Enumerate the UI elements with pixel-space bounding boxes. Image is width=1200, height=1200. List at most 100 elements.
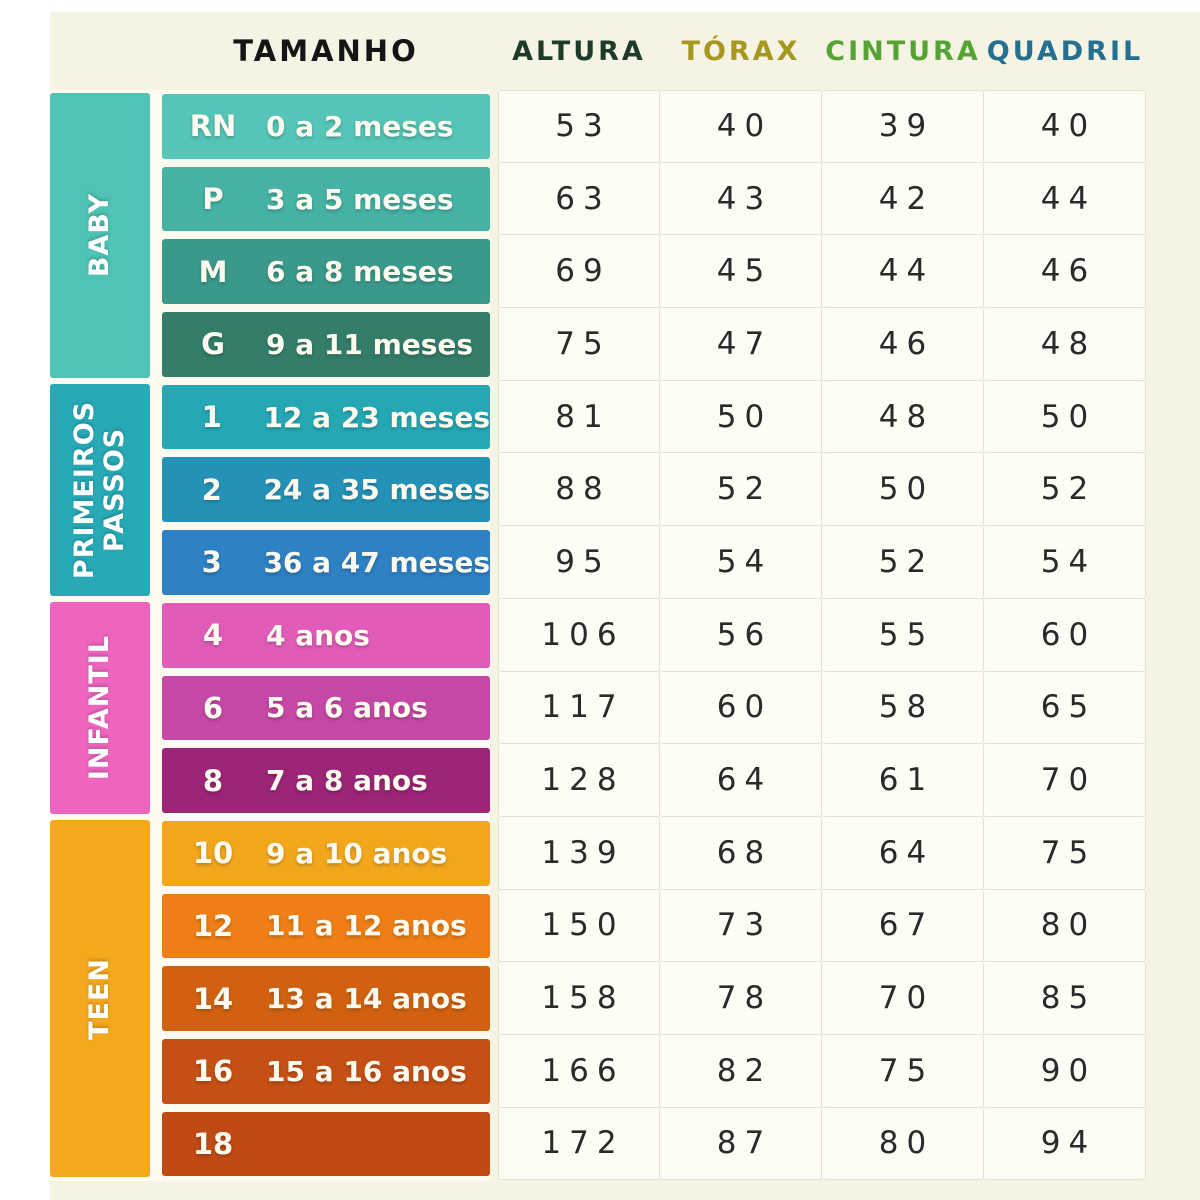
size-row-bar: 8 7 a 8 anos xyxy=(162,748,490,813)
header-cintura: CINTURA xyxy=(825,35,981,67)
age-range: 5 a 6 anos xyxy=(266,691,428,725)
group-label-teen: TEEN xyxy=(83,957,115,1040)
cell-torax: 54 xyxy=(660,526,822,599)
age-range: 12 a 23 meses xyxy=(263,400,490,434)
cell-cintura: 48 xyxy=(822,380,984,454)
size-row-bar: 16 15 a 16 anos xyxy=(162,1038,490,1104)
cell-cintura: 50 xyxy=(822,453,984,527)
cell-quadril: 52 xyxy=(984,453,1146,527)
age-range: 36 a 47 meses xyxy=(263,545,490,579)
size-label: 1 xyxy=(201,400,222,435)
left-margin xyxy=(0,0,50,1200)
cell-quadril: 85 xyxy=(984,962,1146,1035)
size-row-bar: P 3 a 5 meses xyxy=(162,166,490,232)
age-range: 24 a 35 meses xyxy=(263,473,490,507)
cell-torax: 64 xyxy=(660,744,822,817)
size-row-bar: G 9 a 11 meses xyxy=(162,312,490,377)
size-row-bar: 2 24 a 35 meses xyxy=(162,457,490,523)
cell-quadril: 70 xyxy=(984,744,1146,817)
size-table: BABY RN 0 a 2 meses 53 40 39 40 P 3 a 5 mes… xyxy=(50,90,1146,1181)
cell-torax: 52 xyxy=(660,453,822,527)
header-tamanho: TAMANHO xyxy=(233,34,419,68)
cell-quadril: 46 xyxy=(984,235,1146,309)
header-torax: TÓRAX xyxy=(681,35,801,67)
cell-quadril: 54 xyxy=(984,526,1146,599)
cell-altura: 166 xyxy=(498,1034,660,1108)
group-bar-teen: TEEN xyxy=(50,819,150,1178)
size-row-bar: M 6 a 8 meses xyxy=(162,239,490,305)
group-label-primeiros-passos: PRIMEIROS PASSOS xyxy=(68,400,130,579)
cell-torax: 56 xyxy=(660,598,822,672)
cell-cintura: 58 xyxy=(822,671,984,745)
cell-torax: 87 xyxy=(660,1107,822,1181)
cell-cintura: 75 xyxy=(822,1034,984,1108)
group-bar-infantil: INFANTIL xyxy=(50,601,150,814)
size-row-bar: 18 xyxy=(162,1111,490,1177)
age-range: 0 a 2 meses xyxy=(266,109,454,143)
size-label: 3 xyxy=(201,545,222,580)
table-header: TAMANHO ALTURA TÓRAX CINTURA QUADRIL xyxy=(0,12,1200,90)
cell-cintura: 44 xyxy=(822,235,984,309)
age-range: 11 a 12 anos xyxy=(266,909,467,943)
cell-quadril: 44 xyxy=(984,162,1146,236)
cell-cintura: 52 xyxy=(822,526,984,599)
group-bar-primeiros-passos: PRIMEIROS PASSOS xyxy=(50,383,150,596)
cell-quadril: 94 xyxy=(984,1107,1146,1181)
cell-torax: 50 xyxy=(660,380,822,454)
cell-altura: 106 xyxy=(498,598,660,672)
size-row-bar: 12 11 a 12 anos xyxy=(162,893,490,959)
size-row-bar: 14 13 a 14 anos xyxy=(162,966,490,1031)
size-label: 6 xyxy=(202,690,224,725)
cell-torax: 47 xyxy=(660,308,822,381)
cell-altura: 150 xyxy=(498,889,660,963)
size-label: 2 xyxy=(201,472,222,507)
cell-torax: 82 xyxy=(660,1034,822,1108)
top-margin xyxy=(0,0,1200,12)
cell-torax: 43 xyxy=(660,162,822,236)
age-range: 6 a 8 meses xyxy=(266,255,454,289)
size-row-bar: 3 36 a 47 meses xyxy=(162,530,490,595)
cell-altura: 158 xyxy=(498,962,660,1035)
cell-cintura: 67 xyxy=(822,889,984,963)
cell-cintura: 46 xyxy=(822,308,984,381)
age-range: 3 a 5 meses xyxy=(266,182,454,216)
cell-altura: 53 xyxy=(498,90,660,163)
cell-altura: 117 xyxy=(498,671,660,745)
cell-torax: 78 xyxy=(660,962,822,1035)
cell-torax: 40 xyxy=(660,90,822,163)
size-label: 18 xyxy=(192,1126,234,1161)
size-label: M xyxy=(198,254,228,289)
size-row-bar: RN 0 a 2 meses xyxy=(162,94,490,159)
size-label: 16 xyxy=(192,1054,234,1089)
cell-cintura: 42 xyxy=(822,162,984,236)
cell-quadril: 50 xyxy=(984,380,1146,454)
cell-cintura: 70 xyxy=(822,962,984,1035)
cell-cintura: 64 xyxy=(822,816,984,890)
age-range: 7 a 8 anos xyxy=(266,764,428,798)
header-altura: ALTURA xyxy=(512,35,646,67)
cell-altura: 95 xyxy=(498,526,660,599)
cell-cintura: 55 xyxy=(822,598,984,672)
size-label: 10 xyxy=(192,836,234,871)
cell-quadril: 90 xyxy=(984,1034,1146,1108)
age-range: 13 a 14 anos xyxy=(266,982,467,1016)
age-range: 9 a 11 meses xyxy=(266,327,474,361)
size-label: 8 xyxy=(202,763,224,798)
group-label-baby: BABY xyxy=(83,193,115,278)
cell-altura: 88 xyxy=(498,453,660,527)
cell-cintura: 39 xyxy=(822,90,984,163)
cell-quadril: 65 xyxy=(984,671,1146,745)
cell-torax: 68 xyxy=(660,816,822,890)
cell-quadril: 75 xyxy=(984,816,1146,890)
group-label-infantil: INFANTIL xyxy=(83,635,115,781)
cell-quadril: 48 xyxy=(984,308,1146,381)
cell-altura: 69 xyxy=(498,235,660,309)
size-label: G xyxy=(201,327,225,362)
cell-altura: 139 xyxy=(498,816,660,890)
size-row-bar: 1 12 a 23 meses xyxy=(162,384,490,450)
cell-cintura: 80 xyxy=(822,1107,984,1181)
age-range: 9 a 10 anos xyxy=(266,836,448,870)
cell-quadril: 40 xyxy=(984,90,1146,163)
cell-quadril: 60 xyxy=(984,598,1146,672)
